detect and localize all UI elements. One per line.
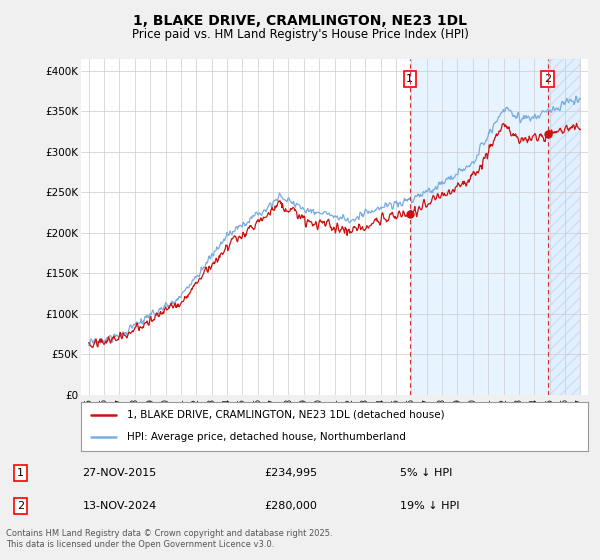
Text: 13-NOV-2024: 13-NOV-2024: [82, 501, 157, 511]
Text: Contains HM Land Registry data © Crown copyright and database right 2025.
This d: Contains HM Land Registry data © Crown c…: [6, 529, 332, 549]
Text: 1: 1: [406, 74, 413, 84]
Text: 2: 2: [544, 74, 551, 84]
Text: HPI: Average price, detached house, Northumberland: HPI: Average price, detached house, Nort…: [127, 432, 406, 442]
Text: Price paid vs. HM Land Registry's House Price Index (HPI): Price paid vs. HM Land Registry's House …: [131, 28, 469, 41]
Text: 19% ↓ HPI: 19% ↓ HPI: [400, 501, 460, 511]
Text: 27-NOV-2015: 27-NOV-2015: [82, 468, 157, 478]
Text: 5% ↓ HPI: 5% ↓ HPI: [400, 468, 452, 478]
Text: 2: 2: [17, 501, 24, 511]
Text: 1, BLAKE DRIVE, CRAMLINGTON, NE23 1DL (detached house): 1, BLAKE DRIVE, CRAMLINGTON, NE23 1DL (d…: [127, 410, 444, 420]
Text: 1: 1: [17, 468, 24, 478]
Text: 1, BLAKE DRIVE, CRAMLINGTON, NE23 1DL: 1, BLAKE DRIVE, CRAMLINGTON, NE23 1DL: [133, 14, 467, 28]
Text: £280,000: £280,000: [265, 501, 317, 511]
Text: £234,995: £234,995: [265, 468, 318, 478]
